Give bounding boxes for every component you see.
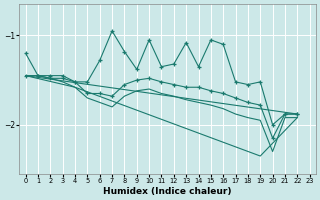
X-axis label: Humidex (Indice chaleur): Humidex (Indice chaleur) xyxy=(103,187,232,196)
